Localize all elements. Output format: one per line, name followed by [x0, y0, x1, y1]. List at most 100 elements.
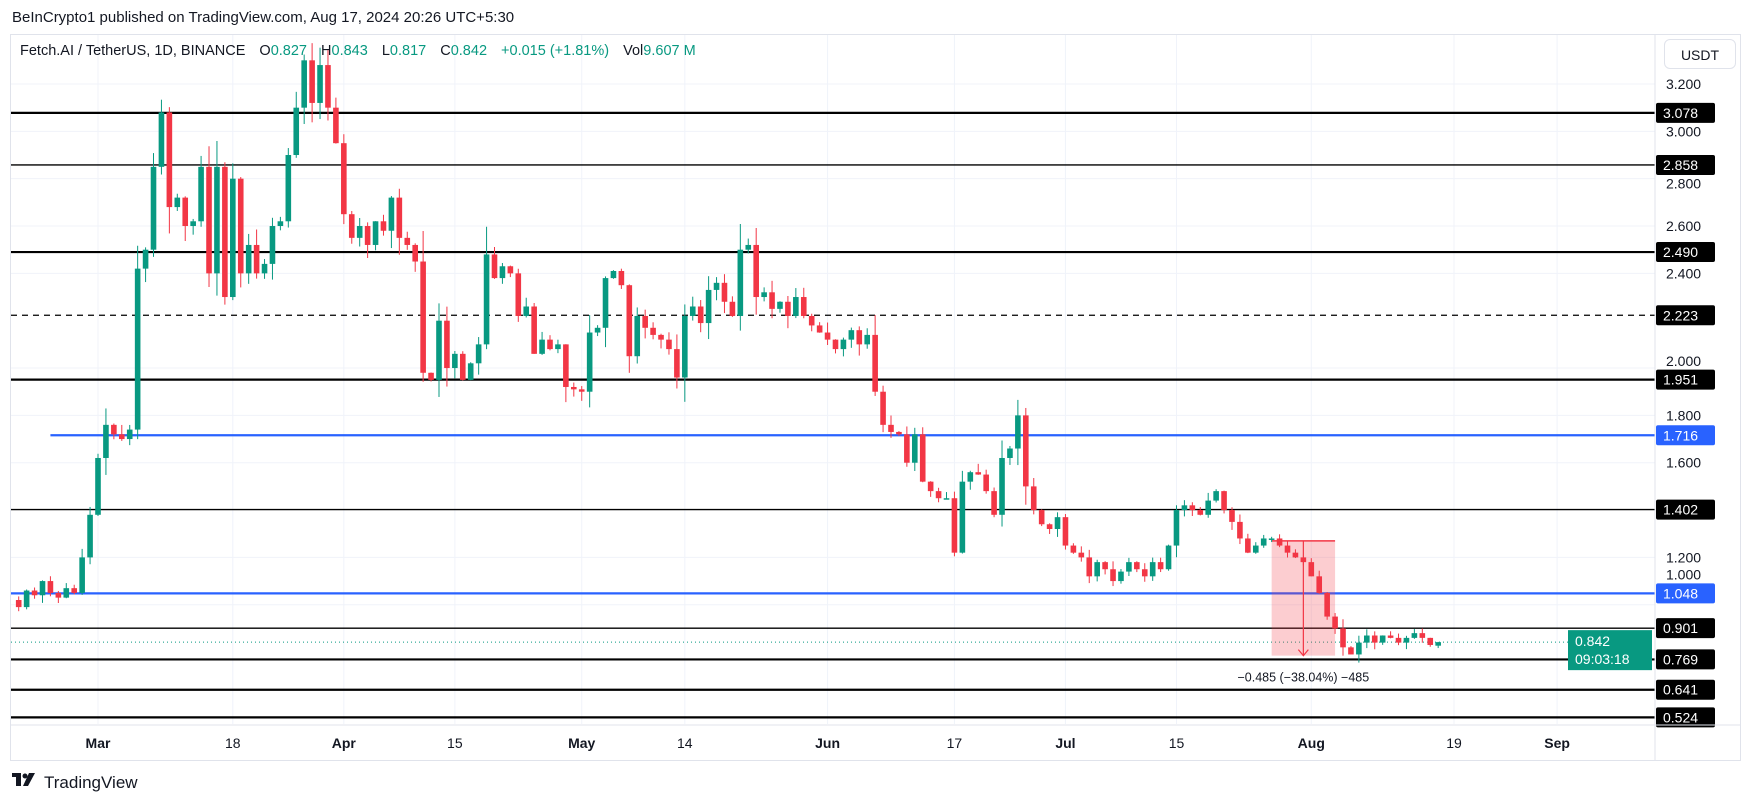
candle[interactable] — [118, 424, 125, 441]
candle[interactable] — [848, 327, 855, 348]
candle[interactable] — [1086, 549, 1093, 584]
candle[interactable] — [348, 210, 355, 244]
candle[interactable] — [1300, 557, 1307, 566]
candle[interactable] — [1324, 591, 1330, 620]
candle[interactable] — [1205, 492, 1211, 518]
candle[interactable] — [214, 140, 220, 296]
candle[interactable] — [927, 481, 934, 497]
candle[interactable] — [1340, 619, 1346, 656]
candle[interactable] — [475, 337, 482, 375]
candle[interactable] — [428, 372, 434, 382]
candle[interactable] — [816, 322, 823, 333]
candle[interactable] — [1308, 558, 1315, 577]
candle[interactable] — [856, 326, 863, 356]
candle[interactable] — [1364, 629, 1370, 649]
candle[interactable] — [682, 304, 688, 402]
candle[interactable] — [1268, 536, 1275, 543]
candle[interactable] — [79, 548, 85, 595]
candle[interactable] — [1030, 478, 1037, 515]
candle[interactable] — [1252, 542, 1259, 554]
candle[interactable] — [713, 277, 720, 301]
candle[interactable] — [1118, 569, 1124, 584]
candle[interactable] — [1427, 637, 1434, 647]
candle[interactable] — [190, 218, 196, 235]
candle[interactable] — [1189, 502, 1196, 516]
candle[interactable] — [1348, 646, 1354, 655]
candle[interactable] — [261, 259, 268, 279]
candle[interactable] — [1260, 534, 1267, 548]
candle[interactable] — [1403, 635, 1410, 650]
candle[interactable] — [158, 99, 165, 175]
candle[interactable] — [95, 453, 101, 516]
candle[interactable] — [896, 431, 902, 436]
candle[interactable] — [396, 188, 403, 255]
candle[interactable] — [689, 296, 696, 321]
candle[interactable] — [47, 576, 54, 597]
candle[interactable] — [824, 322, 831, 346]
candle[interactable] — [245, 233, 252, 284]
candle[interactable] — [1245, 533, 1251, 554]
currency-button[interactable]: USDT — [1664, 39, 1736, 69]
candle[interactable] — [1292, 549, 1299, 559]
candle[interactable] — [1046, 523, 1053, 534]
candle[interactable] — [380, 214, 387, 236]
candle[interactable] — [198, 155, 204, 227]
candle[interactable] — [230, 163, 236, 301]
candle[interactable] — [1015, 399, 1021, 466]
candle[interactable] — [1023, 407, 1029, 505]
candle[interactable] — [983, 469, 989, 494]
candle[interactable] — [808, 313, 815, 332]
candle[interactable] — [452, 350, 458, 379]
candle[interactable] — [904, 426, 910, 467]
candle[interactable] — [777, 301, 783, 313]
candle[interactable] — [967, 470, 974, 490]
candle[interactable] — [285, 148, 292, 228]
candle[interactable] — [832, 339, 839, 354]
candle[interactable] — [919, 427, 926, 483]
symbol-title[interactable]: Fetch.AI / TetherUS, 1D, BINANCE — [20, 43, 246, 59]
candle[interactable] — [737, 223, 744, 331]
candle[interactable] — [1070, 543, 1077, 554]
candle[interactable] — [959, 470, 966, 554]
candle[interactable] — [174, 193, 181, 211]
candle[interactable] — [1419, 628, 1426, 643]
candle[interactable] — [71, 584, 78, 595]
candle[interactable] — [1054, 512, 1061, 537]
candle[interactable] — [943, 492, 950, 500]
candle[interactable] — [523, 297, 530, 318]
candle[interactable] — [999, 440, 1005, 527]
candle[interactable] — [610, 270, 617, 279]
candle[interactable] — [1356, 635, 1362, 663]
candle[interactable] — [1284, 541, 1291, 558]
candle[interactable] — [182, 196, 189, 242]
candle[interactable] — [800, 287, 807, 319]
candle[interactable] — [618, 268, 625, 289]
candle[interactable] — [578, 386, 585, 401]
candle[interactable] — [1237, 514, 1243, 545]
candle[interactable] — [1411, 629, 1418, 639]
candle[interactable] — [935, 487, 942, 503]
candle[interactable] — [412, 243, 418, 272]
candle[interactable] — [872, 315, 878, 396]
candle[interactable] — [269, 217, 276, 280]
candle[interactable] — [293, 91, 300, 158]
candle[interactable] — [1173, 505, 1180, 558]
candle[interactable] — [309, 43, 315, 123]
candle[interactable] — [23, 589, 30, 610]
candle[interactable] — [126, 424, 133, 446]
candle[interactable] — [761, 287, 767, 302]
candle[interactable] — [134, 245, 141, 440]
candle[interactable] — [1379, 635, 1386, 645]
tradingview-logo[interactable]: TradingView — [12, 772, 138, 793]
candle[interactable] — [911, 427, 918, 471]
candle[interactable] — [729, 296, 736, 317]
candle[interactable] — [1062, 514, 1069, 550]
candle[interactable] — [951, 491, 958, 557]
candle[interactable] — [1181, 500, 1188, 517]
candle[interactable] — [991, 487, 997, 518]
candle[interactable] — [499, 262, 506, 284]
candle[interactable] — [507, 265, 514, 278]
candle[interactable] — [166, 107, 173, 234]
candle[interactable] — [55, 590, 62, 603]
candle[interactable] — [301, 54, 307, 125]
